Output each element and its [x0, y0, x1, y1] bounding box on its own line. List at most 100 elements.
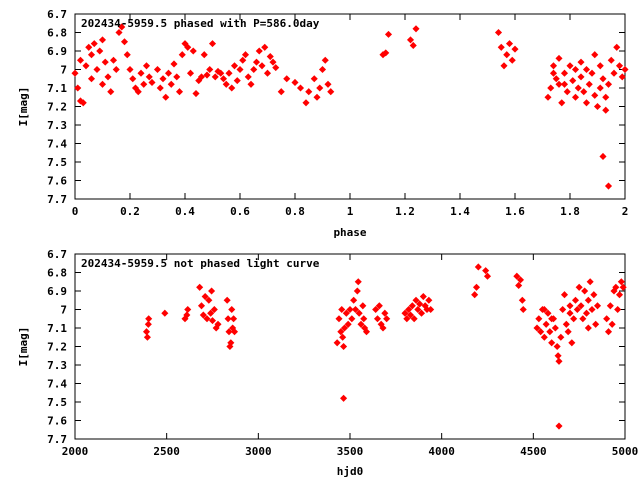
data-point — [183, 311, 191, 319]
data-point — [511, 45, 519, 53]
data-point — [410, 315, 418, 323]
chart-title: 202434-5959.5 not phased light curve — [81, 257, 320, 270]
x-tick-label: 0.8 — [285, 205, 305, 218]
data-point — [360, 315, 368, 323]
data-point — [342, 309, 350, 317]
data-point — [208, 317, 217, 325]
data-point — [225, 328, 233, 336]
data-point — [533, 324, 541, 332]
x-axis-label: phase — [333, 226, 366, 239]
data-point — [230, 328, 239, 336]
data-point — [602, 106, 610, 114]
data-point — [608, 320, 616, 328]
data-point — [362, 328, 371, 336]
data-point — [425, 296, 433, 304]
data-point — [252, 58, 261, 66]
data-point — [335, 315, 343, 323]
data-point — [560, 291, 569, 299]
data-point — [159, 75, 167, 83]
data-point — [244, 73, 252, 81]
data-point — [412, 25, 420, 33]
data-point — [412, 296, 420, 304]
data-point — [381, 309, 389, 317]
y-tick-label: 6.7 — [47, 8, 67, 21]
data-point — [82, 62, 90, 70]
data-point — [555, 54, 563, 62]
data-point — [283, 75, 291, 83]
data-point — [474, 263, 482, 271]
data-point — [513, 272, 521, 280]
data-point — [348, 315, 356, 323]
data-point — [255, 47, 263, 55]
data-point — [553, 342, 561, 351]
data-point — [327, 88, 335, 96]
data-point — [375, 302, 383, 310]
data-point — [145, 315, 153, 323]
data-point — [582, 309, 591, 317]
x-tick-label: 5000 — [612, 445, 639, 458]
data-point — [566, 309, 574, 317]
data-point — [87, 75, 96, 83]
data-point — [321, 56, 329, 64]
data-point — [359, 302, 367, 310]
data-point — [340, 342, 348, 351]
data-point — [372, 305, 380, 314]
x-tick-label: 1.8 — [560, 205, 580, 218]
data-point — [405, 305, 413, 314]
data-point — [577, 302, 585, 310]
data-point — [508, 56, 516, 64]
data-point — [557, 333, 565, 341]
data-point — [540, 333, 548, 341]
data-point — [416, 300, 424, 308]
data-point — [196, 283, 204, 291]
data-point — [178, 51, 186, 59]
data-point — [142, 328, 151, 336]
data-point — [604, 80, 613, 88]
data-point — [573, 305, 581, 314]
data-point — [186, 69, 195, 77]
y-tick-label: 7.4 — [47, 138, 67, 151]
data-point — [197, 73, 206, 81]
data-point — [516, 276, 525, 284]
data-point — [373, 315, 382, 323]
x-tick-label: 1.4 — [450, 205, 470, 218]
data-point — [291, 78, 299, 86]
data-point — [409, 41, 417, 49]
data-point — [382, 49, 390, 57]
data-point — [615, 62, 624, 70]
x-tick-label: 1.2 — [395, 205, 415, 218]
data-point — [505, 40, 514, 48]
data-point — [71, 69, 79, 77]
data-point — [552, 75, 560, 83]
data-point — [266, 53, 274, 61]
data-point — [129, 75, 137, 83]
data-point — [175, 88, 184, 96]
data-point — [350, 296, 358, 304]
data-point — [590, 291, 598, 299]
data-point — [167, 80, 175, 88]
data-point — [612, 283, 620, 291]
data-point — [184, 305, 192, 314]
data-point — [241, 51, 250, 59]
data-point — [339, 333, 347, 341]
data-point — [618, 73, 626, 81]
data-point — [613, 43, 621, 51]
x-tick-label: 4000 — [428, 445, 455, 458]
data-point — [161, 309, 169, 317]
x-tick-label: 2000 — [62, 445, 89, 458]
data-point — [588, 305, 596, 314]
data-point — [571, 65, 580, 74]
data-point — [236, 65, 244, 74]
y-tick-label: 6.8 — [47, 267, 67, 280]
data-point — [602, 93, 610, 101]
data-point — [569, 77, 577, 85]
data-point — [104, 73, 112, 81]
data-point — [153, 65, 162, 74]
data-point — [586, 278, 594, 286]
data-point — [140, 80, 148, 88]
data-point — [494, 28, 503, 37]
data-point — [340, 324, 349, 332]
data-point — [247, 80, 255, 88]
data-point — [189, 47, 197, 55]
